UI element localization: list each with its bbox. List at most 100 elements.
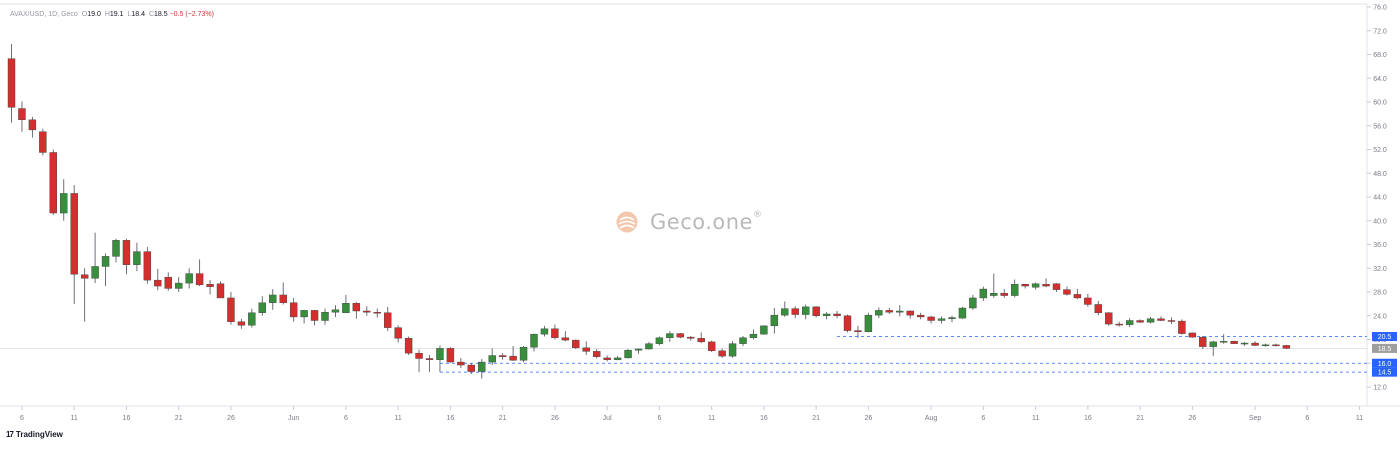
candle[interactable] xyxy=(854,325,862,338)
candle[interactable] xyxy=(143,246,152,284)
candle[interactable] xyxy=(60,179,68,221)
candle[interactable] xyxy=(916,312,925,320)
candle[interactable] xyxy=(227,292,235,325)
candle[interactable] xyxy=(300,309,308,324)
candle[interactable] xyxy=(394,325,402,343)
candle[interactable] xyxy=(634,348,643,354)
candle[interactable] xyxy=(467,363,475,374)
candle[interactable] xyxy=(415,349,423,373)
candle[interactable] xyxy=(1011,279,1019,298)
candle[interactable] xyxy=(1188,332,1197,338)
candle[interactable] xyxy=(133,242,141,272)
candle[interactable] xyxy=(1031,282,1040,290)
candle[interactable] xyxy=(958,306,967,319)
candle[interactable] xyxy=(749,329,758,340)
candle[interactable] xyxy=(676,332,684,339)
candle[interactable] xyxy=(1251,341,1259,347)
candle[interactable] xyxy=(457,357,465,368)
candle[interactable] xyxy=(248,308,256,328)
candle[interactable] xyxy=(1115,321,1123,327)
candle[interactable] xyxy=(1084,293,1092,307)
candle[interactable] xyxy=(446,347,455,363)
candle[interactable] xyxy=(1136,319,1144,323)
candle[interactable] xyxy=(624,349,632,359)
candle[interactable] xyxy=(195,259,204,287)
candle[interactable] xyxy=(896,305,904,317)
candle[interactable] xyxy=(1063,286,1071,296)
candle[interactable] xyxy=(174,277,183,292)
candle[interactable] xyxy=(342,294,350,313)
candle[interactable] xyxy=(1230,340,1238,344)
candle[interactable] xyxy=(739,335,747,347)
candle[interactable] xyxy=(760,325,768,335)
candle[interactable] xyxy=(1000,289,1008,298)
candle[interactable] xyxy=(1261,343,1270,347)
candle[interactable] xyxy=(1021,283,1029,289)
candle[interactable] xyxy=(770,308,779,334)
candle[interactable] xyxy=(331,305,340,317)
candle[interactable] xyxy=(1105,312,1113,326)
candle[interactable] xyxy=(990,273,998,298)
candle[interactable] xyxy=(1178,319,1186,335)
candle[interactable] xyxy=(91,232,99,284)
candle[interactable] xyxy=(164,272,172,291)
candle[interactable] xyxy=(279,282,287,305)
candle[interactable] xyxy=(1157,316,1165,322)
candle[interactable] xyxy=(707,340,716,352)
candle[interactable] xyxy=(718,348,726,358)
candle[interactable] xyxy=(310,309,319,326)
candle[interactable] xyxy=(509,346,517,361)
candle[interactable] xyxy=(875,307,883,319)
candle[interactable] xyxy=(1167,317,1176,325)
candle[interactable] xyxy=(404,336,413,355)
candle[interactable] xyxy=(80,268,89,322)
candle[interactable] xyxy=(425,354,434,373)
candle[interactable] xyxy=(384,306,392,332)
candle[interactable] xyxy=(728,341,737,358)
candle[interactable] xyxy=(582,341,590,355)
candle[interactable] xyxy=(1146,316,1155,324)
candle[interactable] xyxy=(593,349,601,359)
candle[interactable] xyxy=(833,311,841,319)
candle[interactable] xyxy=(885,308,893,314)
candle[interactable] xyxy=(7,43,16,123)
candle[interactable] xyxy=(237,318,246,329)
candle[interactable] xyxy=(969,294,977,310)
candle[interactable] xyxy=(1209,340,1217,357)
candle[interactable] xyxy=(603,355,611,362)
candle[interactable] xyxy=(666,331,674,342)
candle[interactable] xyxy=(645,341,653,350)
candle[interactable] xyxy=(1073,289,1082,300)
candle[interactable] xyxy=(781,301,789,317)
candle[interactable] xyxy=(1272,343,1280,347)
candle[interactable] xyxy=(1042,278,1050,288)
candle[interactable] xyxy=(802,304,810,320)
candle[interactable] xyxy=(864,312,873,333)
candle[interactable] xyxy=(572,339,580,350)
candle[interactable] xyxy=(18,101,26,132)
candle[interactable] xyxy=(1219,334,1228,344)
candle[interactable] xyxy=(937,316,946,324)
candle[interactable] xyxy=(906,310,914,319)
candle[interactable] xyxy=(112,238,120,263)
candle[interactable] xyxy=(979,286,988,301)
candle[interactable] xyxy=(1094,300,1103,316)
candle[interactable] xyxy=(655,336,664,346)
candle[interactable] xyxy=(613,356,622,361)
candle[interactable] xyxy=(812,306,820,318)
candle[interactable] xyxy=(1199,335,1207,349)
candle[interactable] xyxy=(1240,341,1249,347)
candle[interactable] xyxy=(948,315,956,323)
candle[interactable] xyxy=(488,348,496,366)
tradingview-branding[interactable]: 17 TradingView xyxy=(6,430,63,439)
candle[interactable] xyxy=(39,128,47,156)
candle[interactable] xyxy=(478,359,486,379)
candle[interactable] xyxy=(206,280,214,295)
candle[interactable] xyxy=(101,253,110,287)
candle[interactable] xyxy=(185,268,193,289)
candle[interactable] xyxy=(1125,318,1134,328)
candle[interactable] xyxy=(540,325,549,337)
candle[interactable] xyxy=(1052,283,1061,292)
